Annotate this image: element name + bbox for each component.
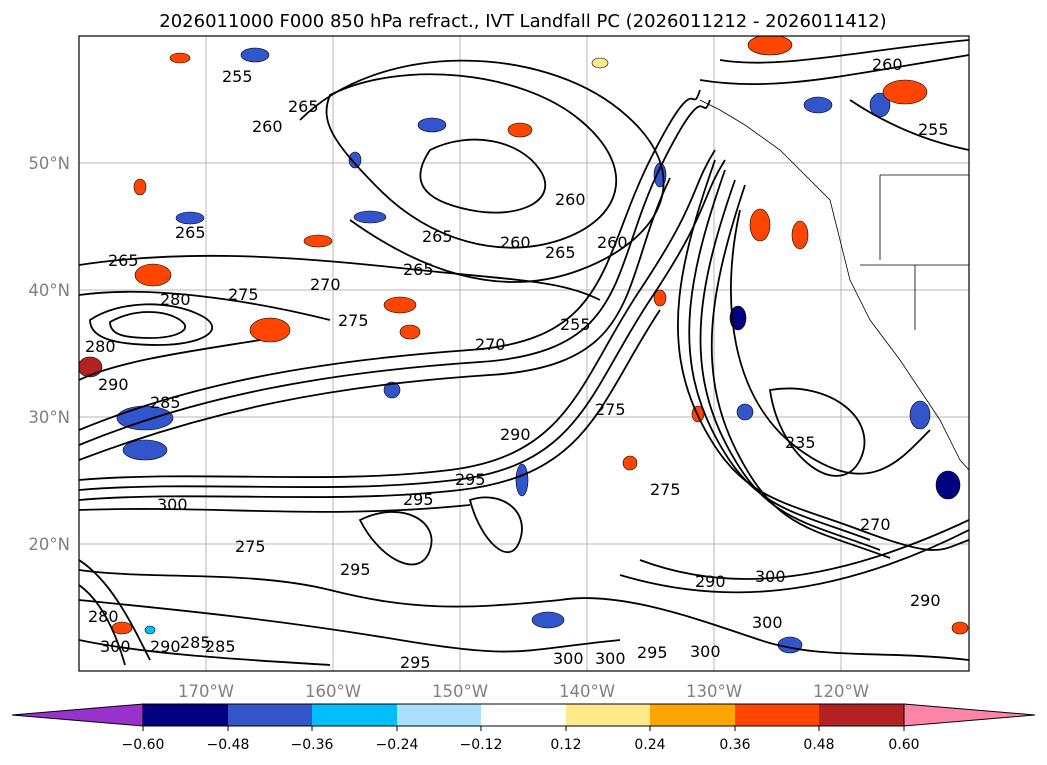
colorbar-tick-label: 0.48 — [803, 737, 834, 753]
colorbar-tick-label: −0.24 — [376, 737, 419, 753]
contour-label: 260 — [872, 55, 903, 74]
contour-label: 270 — [860, 515, 891, 534]
colorbar-tick-label: 0.24 — [634, 737, 665, 753]
colorbar-tick-label: −0.60 — [122, 737, 165, 753]
border-lines — [860, 174, 969, 330]
contour-label: 280 — [88, 607, 119, 626]
contour-label: 300 — [752, 613, 783, 632]
colorbar-segment — [735, 704, 819, 726]
contour-label: 255 — [918, 120, 949, 139]
contour-label: 285 — [150, 393, 181, 412]
contour-label: 270 — [475, 335, 506, 354]
contour-label: 300 — [100, 637, 131, 656]
colorbar-segment — [650, 704, 735, 726]
contour-label: 260 — [252, 117, 283, 136]
contour-label: 255 — [222, 67, 253, 86]
contour-label: 290 — [695, 572, 726, 591]
lat-label: 20°N — [28, 535, 70, 554]
gridlines — [79, 36, 969, 671]
contour-label: 265 — [422, 227, 453, 246]
colorbar-segment — [397, 704, 481, 726]
contour-label: 290 — [150, 637, 181, 656]
colorbar-segment — [143, 704, 228, 726]
contour-label: 295 — [637, 643, 668, 662]
colorbar-segment — [228, 704, 312, 726]
colorbar-tick-label: 0.60 — [888, 737, 919, 753]
contour-label: 295 — [455, 470, 486, 489]
contour-label: 280 — [160, 290, 191, 309]
colorbar-tick-label: −0.36 — [291, 737, 334, 753]
refractivity-contours — [79, 39, 969, 666]
contour-label: 295 — [340, 560, 371, 579]
contour-label: 235 — [785, 433, 816, 452]
lon-label: 150°W — [432, 682, 488, 701]
contour-label: 260 — [597, 233, 628, 252]
contour-label: 275 — [650, 480, 681, 499]
colorbar-ticks — [142, 726, 905, 731]
contour-label: 290 — [500, 425, 531, 444]
contour-label: 275 — [228, 285, 259, 304]
colorbar-frame — [142, 703, 905, 727]
lat-label: 40°N — [28, 281, 70, 300]
lat-label: 30°N — [28, 408, 70, 427]
longitude-labels: 170°W 160°W 150°W 140°W 130°W 120°W — [178, 682, 869, 701]
contour-label: 270 — [310, 275, 341, 294]
contour-labels: 265 260 265 265 260 265 260 265 270 275 … — [85, 55, 949, 672]
contour-label: 265 — [545, 243, 576, 262]
colorbar-under-extend — [11, 703, 144, 727]
contour-label: 265 — [403, 260, 434, 279]
contour-label: 265 — [175, 223, 206, 242]
contour-label: 275 — [235, 537, 266, 556]
contour-label: 260 — [500, 233, 531, 252]
contour-label: 295 — [403, 490, 434, 509]
map-title: 2026011000 F000 850 hPa refract., IVT La… — [159, 11, 886, 32]
lon-label: 130°W — [686, 682, 742, 701]
contour-label: 260 — [555, 190, 586, 209]
contour-label: 285 — [205, 637, 236, 656]
map-panel: 265 260 265 265 260 265 260 265 270 275 … — [79, 36, 969, 672]
lon-label: 120°W — [813, 682, 869, 701]
colorbar-segment — [312, 704, 397, 726]
colorbar-segment — [566, 704, 650, 726]
map-frame — [78, 35, 970, 672]
colorbar-segment — [481, 704, 566, 726]
contour-label: 300 — [595, 649, 626, 668]
colorbar-tick-label: 0.36 — [719, 737, 750, 753]
colorbar-tick-label: −0.48 — [207, 737, 250, 753]
lat-label: 50°N — [28, 154, 70, 173]
lon-label: 170°W — [178, 682, 234, 701]
colorbar-tick-label: 0.12 — [550, 737, 581, 753]
contour-label: 295 — [400, 653, 431, 672]
contour-label: 290 — [910, 591, 941, 610]
contour-label: 280 — [85, 337, 116, 356]
contour-label: 275 — [595, 400, 626, 419]
contour-label: 300 — [553, 649, 584, 668]
colorbar-tick-label: −0.12 — [460, 737, 503, 753]
colorbar-over-extend — [903, 703, 1036, 727]
lon-label: 140°W — [559, 682, 615, 701]
contour-label: 300 — [690, 642, 721, 661]
contour-label: 255 — [560, 315, 591, 334]
contour-label: 275 — [338, 311, 369, 330]
contour-label: 300 — [755, 567, 786, 586]
contour-label: 265 — [288, 97, 319, 116]
contour-label: 290 — [98, 375, 129, 394]
lon-label: 160°W — [305, 682, 361, 701]
coastline — [699, 99, 969, 471]
latitude-labels: 50°N 40°N 30°N 20°N — [28, 154, 70, 554]
contour-label: 300 — [157, 495, 188, 514]
colorbar-segment — [819, 704, 904, 726]
colorbar: −0.60 −0.48 −0.36 −0.24 −0.12 0.12 0.24 … — [11, 703, 1036, 753]
contour-label: 265 — [108, 251, 139, 270]
contour-label: 285 — [180, 633, 211, 652]
